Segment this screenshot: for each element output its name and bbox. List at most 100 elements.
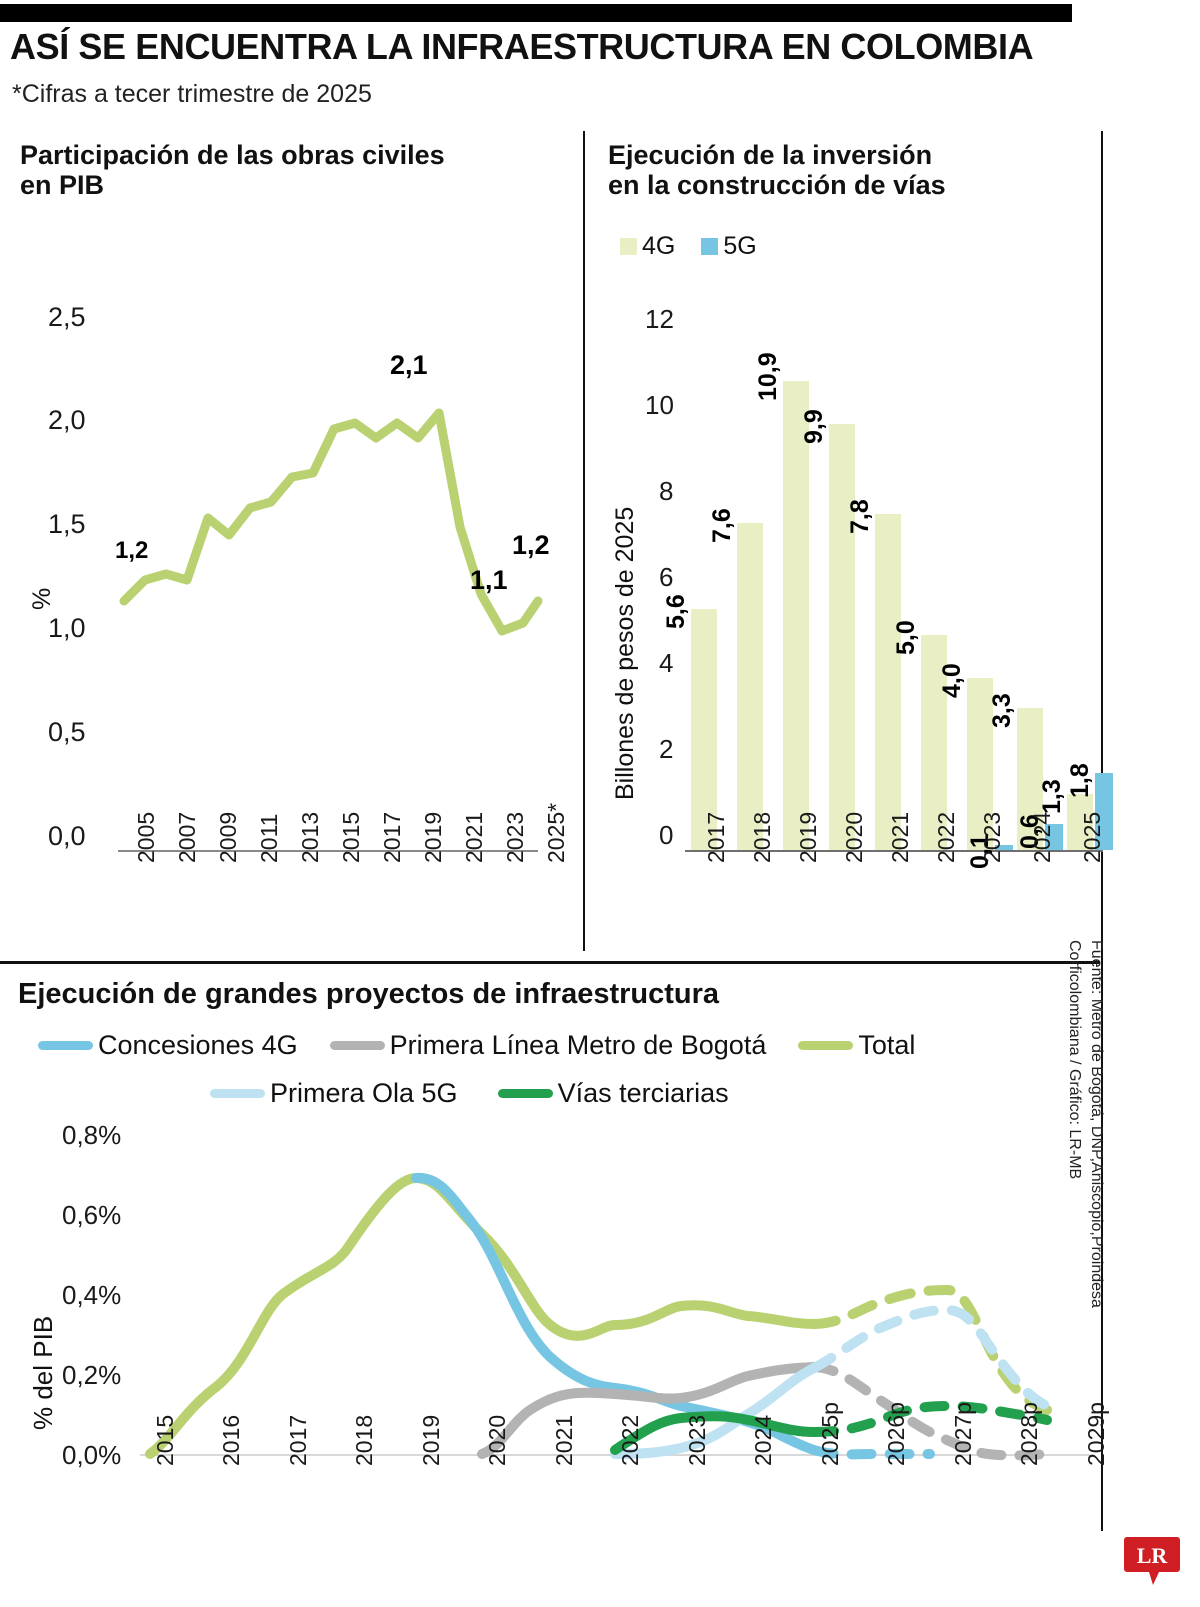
panel2-xtick-7: 2024 [1029, 811, 1055, 863]
legend-line-concesiones-4g [38, 1041, 93, 1050]
panel1-chart: % 2,5 2,0 1,5 1,0 0,5 0,0 1,2 2,1 1,1 1,… [0, 250, 583, 950]
panel3-ytick-4: 0,0% [62, 1440, 122, 1470]
bar-4g-2025[interactable] [1067, 794, 1093, 850]
horizontal-divider [0, 961, 1100, 964]
panel2-title: Ejecución de la inversión en la construc… [608, 140, 1088, 200]
panel3-legend-item-vias-terciarias[interactable]: Vías terciarias [497, 1078, 729, 1109]
source-line-1: Fuente: Metro de Bogotá, DNP,Aniscopio,P… [1088, 940, 1105, 1308]
panel2-value-4g-2017: 5,6 [662, 594, 690, 629]
panel3-legend-label-metro: Primera Línea Metro de Bogotá [389, 1030, 767, 1060]
panel3-legend-label-primera-ola-5g: Primera Ola 5G [270, 1078, 458, 1108]
source-note: Fuente: Metro de Bogotá, DNP,Aniscopio,P… [1064, 940, 1107, 1500]
panel2-value-4g-2024: 3,3 [988, 693, 1016, 728]
panel3-legend-label-vias-terciarias: Vías terciarias [557, 1078, 729, 1108]
panel1-annotation-0: 1,2 [115, 537, 149, 564]
panel3-legend-item-metro[interactable]: Primera Línea Metro de Bogotá [329, 1030, 767, 1061]
panel1-ytick-1: 2,0 [48, 405, 86, 435]
panel2-ytick-5: 2 [659, 734, 674, 764]
bar-4g-2019[interactable] [783, 381, 809, 850]
panel2-xtick-0: 2017 [703, 811, 729, 863]
bar-5g-2025[interactable] [1095, 773, 1113, 850]
panel3-ytick-2: 0,4% [62, 1280, 122, 1310]
panel2-value-4g-2019: 10,9 [754, 352, 782, 401]
panel1-title-line2: en PIB [20, 170, 105, 201]
panel2-ytick-0: 12 [645, 304, 674, 334]
panel2-value-4g-2020: 9,9 [800, 409, 828, 444]
bar-4g-2018[interactable] [737, 523, 763, 850]
panel2-legend-item-5g[interactable]: 5G [701, 232, 757, 261]
lr-logo-icon: LR [1124, 1537, 1180, 1585]
bar-4g-2017[interactable] [691, 609, 717, 850]
bar-4g-2023[interactable] [967, 678, 993, 850]
panel3-xtick-12: 2027p [950, 1402, 976, 1466]
panel1-xtick-5: 2015 [338, 811, 364, 863]
panel2-ytick-4: 4 [659, 648, 674, 678]
legend-line-total [798, 1041, 854, 1050]
bar-4g-2021[interactable] [875, 514, 901, 850]
panel3-legend-item-primera-ola-5g[interactable]: Primera Ola 5G [210, 1078, 458, 1109]
bar-4g-2022[interactable] [921, 635, 947, 850]
source-line-2: Corficolombiana / Gráfico: LR-MB [1066, 940, 1084, 1180]
panel3-legend-label-total: Total [858, 1030, 916, 1060]
panel1-xtick-6: 2017 [379, 811, 405, 863]
legend-line-primera-ola-5g [210, 1089, 265, 1098]
panel1-ytick-2: 1,5 [48, 509, 86, 539]
panel1-xtick-7: 2019 [420, 811, 446, 863]
panel3-ytick-3: 0,2% [62, 1360, 122, 1390]
bar-5g-2024[interactable] [1045, 824, 1063, 850]
panel1-xtick-0: 2005 [133, 811, 159, 863]
panel3-xtick-0: 2015 [152, 1414, 178, 1466]
bar-5g-2023[interactable] [995, 845, 1013, 850]
panel1-xtick-3: 2011 [256, 813, 282, 863]
panel2-xtick-3: 2020 [841, 811, 867, 863]
panel1-xtick-8: 2021 [461, 811, 487, 863]
panel2-xtick-4: 2021 [887, 811, 913, 863]
panel3-legend-label-concesiones-4g: Concesiones 4G [98, 1030, 298, 1060]
panel1-xtick-2: 2009 [215, 811, 241, 863]
panel1-xtick-4: 2013 [297, 811, 323, 863]
panel2-legend-item-4g[interactable]: 4G [620, 232, 675, 261]
panel2-legend: 4G 5G [620, 232, 783, 261]
panel1-series-svg [119, 408, 543, 636]
bar-4g-2024[interactable] [1017, 708, 1043, 850]
panel3-xtick-2: 2017 [285, 1414, 311, 1466]
panel1-ytick-3: 1,0 [48, 613, 86, 643]
panel3-legend-item-total[interactable]: Total [798, 1030, 915, 1061]
panel1-annotation-2: 1,1 [470, 565, 508, 595]
panel3-xtick-4: 2019 [418, 1414, 444, 1466]
panel2-xtick-1: 2018 [749, 811, 775, 863]
panel3-xtick-6: 2021 [551, 1414, 577, 1466]
vertical-divider [583, 131, 585, 951]
panel2-xtick-6: 2023 [979, 811, 1005, 863]
lr-logo-text: LR [1137, 1543, 1169, 1568]
panel1-ytick-0: 2,5 [48, 302, 86, 332]
panel2-xtick-2: 2019 [795, 811, 821, 863]
panel3-legend-row1: Concesiones 4G Primera Línea Metro de Bo… [38, 1030, 941, 1061]
panel3-xtick-13: 2028p [1016, 1402, 1042, 1466]
panel1-annotation-3: 1,2 [512, 530, 550, 560]
panel1-ytick-5: 0,0 [48, 821, 86, 851]
panel3-xtick-9: 2024 [750, 1414, 776, 1466]
panel2-ytick-2: 8 [659, 476, 674, 506]
panel1-xtick-10: 2025* [543, 802, 569, 863]
panel2-value-4g-2021: 7,8 [846, 499, 874, 534]
panel3-xtick-7: 2022 [617, 1414, 643, 1466]
bar-4g-2020[interactable] [829, 424, 855, 850]
page-title: ASÍ SE ENCUENTRA LA INFRAESTRUCTURA EN C… [10, 26, 1034, 67]
panel2-ytick-1: 10 [645, 390, 674, 420]
legend-swatch-5g [701, 238, 719, 255]
panel2-title-line1: Ejecución de la inversión [608, 140, 933, 170]
panel2-legend-label-4g: 4G [642, 232, 676, 260]
panel2-value-4g-2018: 7,6 [708, 508, 736, 543]
panel1-xtick-9: 2023 [502, 811, 528, 863]
panel1-annotation-1: 2,1 [390, 350, 428, 380]
panel3-title: Ejecución de grandes proyectos de infrae… [18, 978, 720, 1010]
panel2-bars [685, 310, 1113, 850]
panel3-xtick-8: 2023 [684, 1414, 710, 1466]
legend-line-vias-terciarias [497, 1089, 553, 1098]
panel2-value-4g-2025: 1,3 [1038, 779, 1066, 814]
panel2-xtick-8: 2025 [1079, 811, 1105, 863]
panel3-chart: % del PIB 0,8% 0,6% 0,4% 0,2% 0,0% 2015 … [0, 1110, 1109, 1600]
panel3-legend-item-concesiones-4g[interactable]: Concesiones 4G [38, 1030, 298, 1061]
lr-logo[interactable]: LR [1123, 1535, 1181, 1587]
